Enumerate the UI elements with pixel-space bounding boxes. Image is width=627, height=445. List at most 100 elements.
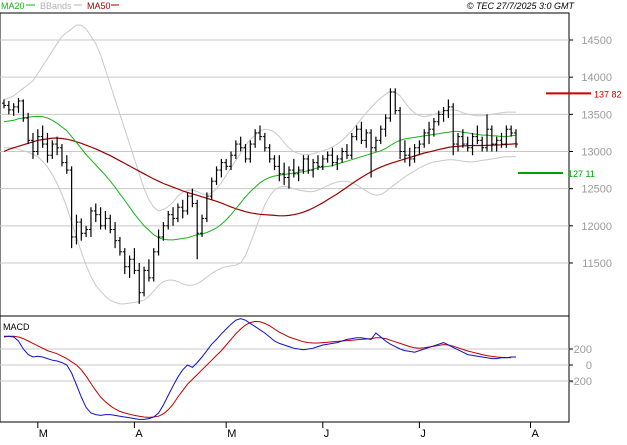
ohlc-bar (330, 147, 335, 167)
ohlc-bar (248, 140, 253, 163)
ohlc-bar (180, 199, 185, 219)
macd-panel-frame (0, 315, 570, 423)
ohlc-bar (84, 225, 89, 237)
ohlc-bar (335, 155, 340, 171)
ohlc-bar (98, 207, 103, 230)
ohlc-bar (238, 136, 243, 152)
legend-bbands: BBands (40, 1, 72, 11)
price-y-tick-label: 11500 (582, 258, 612, 270)
ohlc-bar (219, 158, 224, 178)
ohlc-bar (122, 248, 127, 275)
ohlc-bar (6, 100, 11, 115)
ohlc-bar (480, 136, 485, 152)
ohlc-bar (79, 218, 84, 241)
ohlc-bar (253, 129, 258, 148)
ohlc-bar (64, 155, 69, 174)
support-label: 127 11 (568, 169, 595, 179)
ohlc-bar (30, 132, 35, 159)
ohlc-bar (233, 140, 238, 159)
ohlc-bar (16, 97, 21, 113)
ohlc-bar (354, 125, 359, 141)
ohlc-bar (267, 144, 272, 163)
legend-ma20: MA20 (1, 1, 25, 11)
ma20-line (3, 115, 517, 241)
price-y-tick-label: 12000 (581, 221, 612, 233)
price-y-tick-label: 12500 (581, 184, 612, 196)
ohlc-bar (103, 210, 108, 230)
ohlc-bar (151, 248, 156, 282)
ohlc-bar (393, 88, 398, 115)
ohlc-bar (161, 222, 166, 241)
ohlc-bar (494, 136, 499, 152)
ohlc-bar (485, 114, 490, 152)
ohlc-bar (243, 144, 248, 163)
price-y-tick-label: 14500 (581, 35, 612, 47)
ohlc-bar (190, 188, 195, 208)
ohlc-bar (142, 266, 147, 297)
ohlc-bar (262, 132, 267, 152)
ohlc-bar (127, 255, 132, 278)
ohlc-bar (320, 155, 325, 171)
copyright-text: © TEC 27/7/2025 3:0 GMT (467, 1, 576, 11)
price-gridlines (0, 39, 569, 264)
ohlc-bar (11, 103, 16, 116)
ohlc-bar (373, 136, 378, 152)
macd-y-tick-label: 0 (586, 360, 592, 372)
ohlc-bar (282, 162, 287, 185)
ohlc-bar (306, 155, 311, 174)
ohlc-bar (272, 155, 277, 171)
ohlc-bar (113, 222, 118, 249)
x-tick-label: J (324, 428, 330, 440)
ohlc-bar (291, 158, 296, 178)
price-y-axis: 11500 12000 12500 13000 13500 14000 14500 (569, 35, 612, 270)
ohlc-bar (55, 136, 60, 156)
ohlc-bar (195, 199, 200, 260)
ohlc-bar (499, 132, 504, 148)
ohlc-bar (427, 121, 432, 145)
macd-signal-line (4, 320, 512, 418)
price-y-tick-label: 13000 (581, 146, 612, 158)
ohlc-bar (277, 155, 282, 182)
ohlc-bar (229, 151, 234, 171)
moving-averages (3, 115, 517, 241)
ohlc-bar (359, 121, 364, 145)
ohlc-bar (340, 147, 345, 163)
ohlc-bar (344, 144, 349, 159)
ohlc-bar (349, 132, 354, 159)
ohlc-bar (470, 132, 475, 156)
price-bars (2, 88, 518, 304)
ohlc-bar (156, 229, 161, 256)
ohlc-bar (137, 262, 142, 304)
macd-panel: -200 0 200 MACD (0, 315, 592, 423)
legend: MA20 BBands MA50 (1, 1, 119, 11)
ohlc-bar (204, 192, 209, 223)
ohlc-bar (509, 125, 514, 137)
ohlc-bar (35, 129, 40, 156)
ohlc-bar (369, 129, 374, 178)
ohlc-bar (132, 248, 137, 275)
macd-panel-title: MACD (3, 322, 30, 332)
ohlc-bar (224, 158, 229, 171)
x-tick-label: A (531, 428, 539, 440)
ohlc-bar (93, 203, 98, 223)
ohlc-bar (489, 125, 494, 152)
ohlc-bar (441, 106, 446, 122)
ohlc-bar (383, 114, 388, 137)
ohlc-bar (117, 236, 122, 256)
ohlc-bar (40, 125, 45, 148)
x-tick-label: M (39, 428, 48, 440)
ohlc-bar (504, 125, 509, 148)
price-y-tick-label: 13500 (581, 109, 612, 121)
ohlc-bar (2, 99, 6, 109)
x-tick-label: J (420, 428, 426, 440)
ohlc-bar (460, 129, 465, 148)
ohlc-bar (475, 125, 480, 145)
ohlc-bar (45, 132, 50, 163)
ohlc-bar (88, 207, 93, 237)
macd-gridlines (0, 348, 569, 382)
ohlc-bar (417, 140, 422, 156)
macd-lines (3, 318, 516, 420)
